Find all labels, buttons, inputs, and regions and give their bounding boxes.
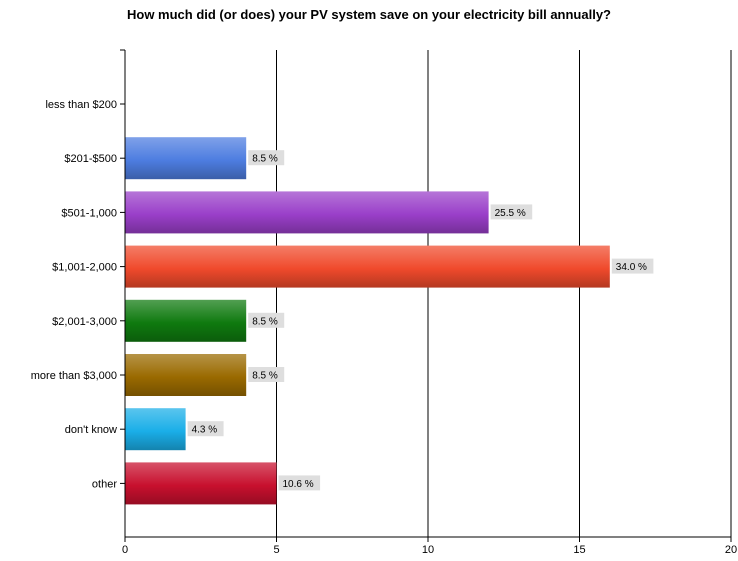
category-label: more than $3,000 — [31, 370, 117, 382]
x-tick-label: 10 — [422, 544, 434, 556]
category-label: $1,001-2,000 — [52, 262, 117, 274]
data-label-bg — [490, 204, 533, 220]
bar — [125, 245, 610, 288]
data-label-bg — [611, 258, 654, 274]
x-tick-label: 0 — [122, 544, 128, 556]
data-label: 10.6 % — [283, 479, 314, 490]
category-label: don't know — [65, 424, 117, 436]
data-label: 4.3 % — [192, 425, 218, 436]
x-tick-label: 5 — [273, 544, 279, 556]
bar — [125, 354, 247, 396]
category-label: $201-$500 — [64, 153, 117, 165]
grid-layer — [276, 50, 732, 537]
x-tick-label: 15 — [573, 544, 585, 556]
data-label-bg — [248, 312, 285, 328]
labels-layer: less than $200 $201-$500 8.5 % $501-1,000 25… — [31, 99, 654, 491]
data-label-bg — [248, 150, 285, 166]
data-label-bg — [248, 367, 285, 382]
bar — [125, 299, 247, 342]
data-label: 8.5 % — [252, 316, 278, 327]
bar — [125, 462, 277, 505]
bars-layer — [125, 137, 610, 505]
data-label: 34.0 % — [616, 262, 647, 273]
category-label: $501-1,000 — [61, 207, 117, 219]
bar — [125, 408, 186, 451]
category-label: $2,001-3,000 — [52, 316, 117, 328]
axis-layer: 0 5 10 15 20 — [120, 49, 737, 556]
category-label: less than $200 — [45, 99, 117, 111]
data-label-bg — [278, 475, 321, 491]
x-tick-label: 20 — [725, 544, 737, 556]
bar — [125, 137, 247, 180]
chart-title: How much did (or does) your PV system sa… — [126, 7, 611, 22]
data-label: 8.5 % — [252, 371, 278, 382]
data-label: 8.5 % — [252, 154, 278, 165]
category-label: other — [92, 478, 117, 490]
bar — [125, 191, 489, 234]
data-label-bg — [187, 421, 224, 437]
data-label: 25.5 % — [495, 208, 526, 219]
